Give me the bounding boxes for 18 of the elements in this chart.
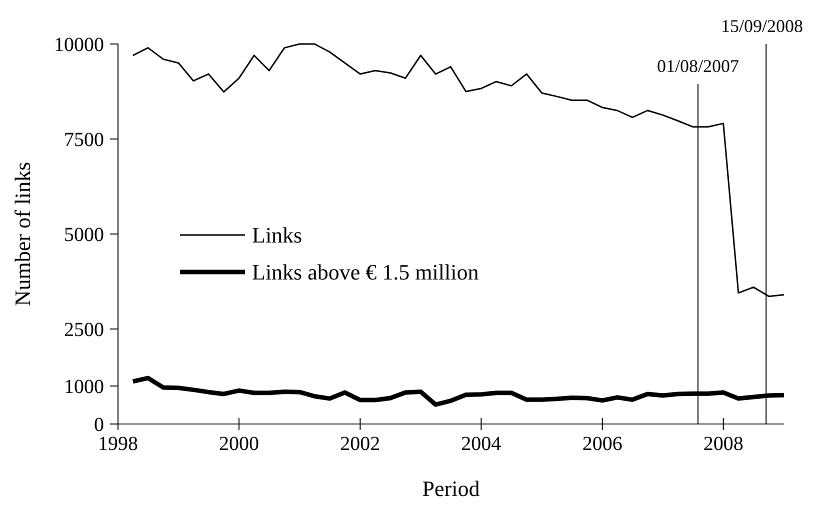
y-tick-label: 0	[94, 414, 104, 436]
y-tick-label: 2500	[64, 319, 104, 341]
y-tick-label: 7500	[64, 129, 104, 151]
x-tick-label: 2008	[703, 433, 744, 455]
x-tick-label: 2000	[219, 433, 259, 455]
y-tick-label: 1000	[64, 376, 104, 398]
ref-line-label: 15/09/2008	[720, 16, 804, 36]
x-tick-label: 2004	[461, 433, 502, 455]
x-tick-label: 2002	[340, 433, 380, 455]
x-tick-label: 1998	[98, 433, 138, 455]
x-axis-title: Period	[422, 476, 480, 501]
legend-label: Links above € 1.5 million	[252, 260, 479, 285]
y-tick-label: 5000	[64, 224, 104, 246]
y-axis-title: Number of links	[10, 162, 35, 306]
x-tick-label: 2006	[582, 433, 622, 455]
ref-line-label: 01/08/2007	[656, 56, 739, 76]
y-tick-label: 10000	[54, 34, 104, 56]
legend-label: Links	[252, 222, 302, 248]
